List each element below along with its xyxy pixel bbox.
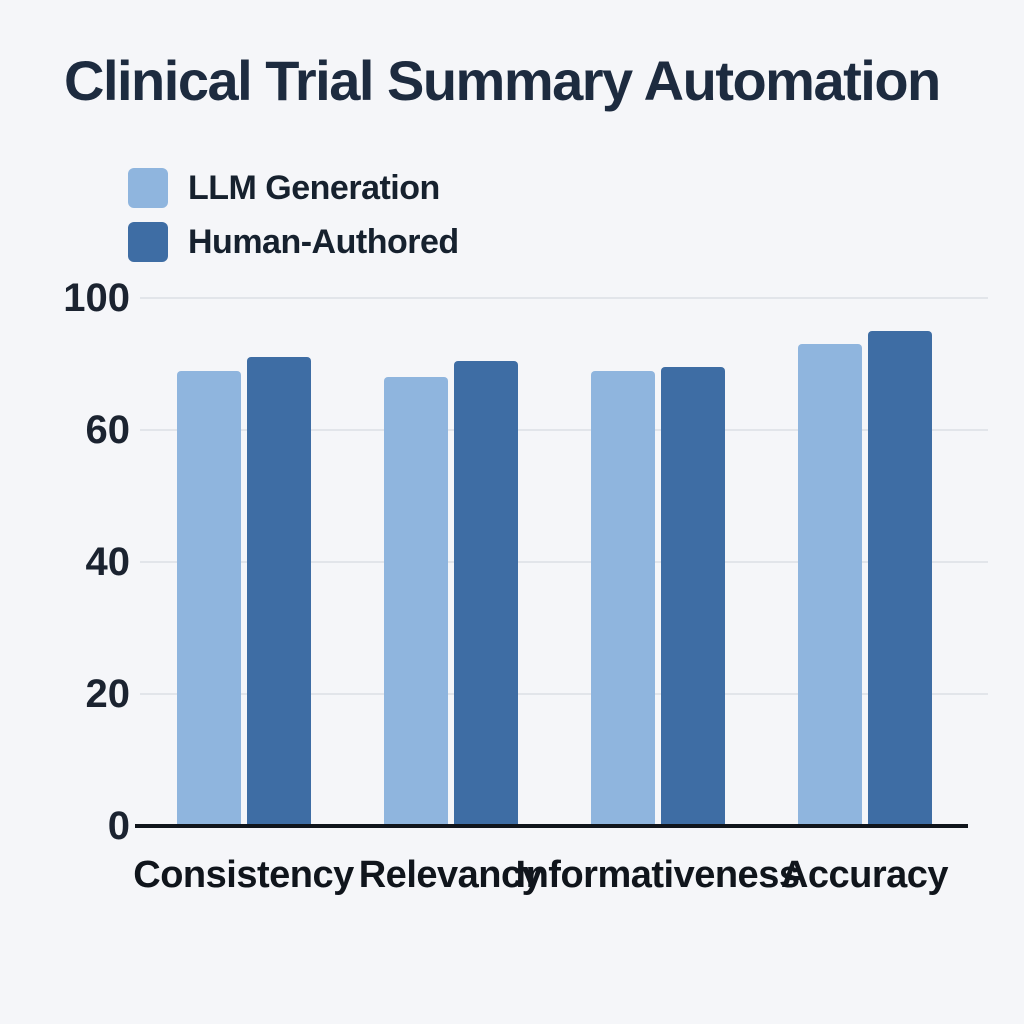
- gridline: [140, 561, 988, 563]
- y-axis-tick-label: 100: [63, 276, 130, 320]
- bar-human-relevancy: [453, 360, 518, 826]
- bar-llm-informativeness: [590, 370, 655, 826]
- x-axis-category-label: Informativeness: [515, 854, 800, 896]
- y-axis-tick-label: 60: [85, 408, 131, 452]
- gridline: [140, 297, 988, 299]
- bar-llm-consistency: [176, 370, 241, 826]
- gridline: [140, 693, 988, 695]
- legend-swatch-icon: [128, 222, 168, 262]
- legend-label: Human-Authored: [188, 222, 459, 261]
- x-axis-line: [135, 824, 968, 828]
- legend-swatch-icon: [128, 168, 168, 208]
- bar-llm-accuracy: [797, 344, 862, 826]
- bar-human-accuracy: [867, 331, 932, 826]
- y-axis-tick-label: 0: [107, 804, 130, 848]
- legend: LLM Generation Human-Authored: [128, 168, 459, 262]
- bar-llm-relevancy: [383, 377, 448, 826]
- gridline: [140, 429, 988, 431]
- x-axis-category-label: Consistency: [133, 854, 354, 896]
- y-axis-tick-label: 20: [85, 672, 131, 716]
- legend-item: Human-Authored: [128, 222, 459, 262]
- y-axis-tick-label: 40: [85, 540, 131, 584]
- chart-title: Clinical Trial Summary Automation: [64, 49, 941, 112]
- legend-item: LLM Generation: [128, 168, 459, 208]
- x-axis-category-label: Relevancy: [358, 854, 543, 896]
- bar-human-informativeness: [660, 367, 725, 826]
- x-axis-category-label: Accuracy: [780, 854, 949, 896]
- bar-human-consistency: [246, 357, 311, 826]
- legend-label: LLM Generation: [188, 168, 440, 207]
